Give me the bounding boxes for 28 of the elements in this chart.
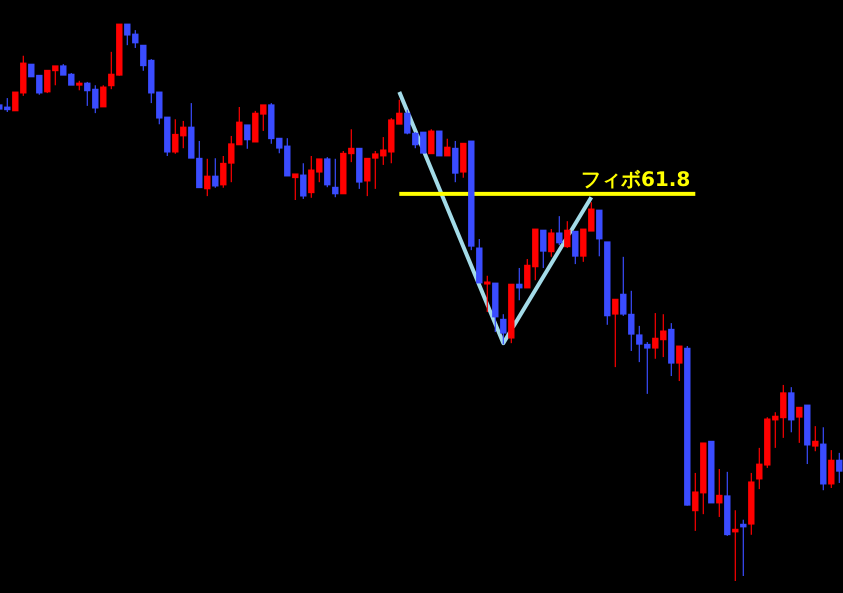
candlestick bbox=[716, 468, 722, 518]
candlestick bbox=[548, 228, 554, 258]
candlestick bbox=[740, 519, 746, 577]
candlestick bbox=[428, 128, 434, 154]
candlestick bbox=[76, 80, 82, 91]
candlestick bbox=[100, 84, 106, 108]
candlestick bbox=[292, 173, 298, 201]
candlestick bbox=[4, 97, 10, 113]
candlestick bbox=[484, 275, 490, 313]
candlestick bbox=[212, 158, 218, 188]
candlestick bbox=[812, 426, 818, 452]
candlestick bbox=[676, 345, 682, 382]
series-label: フィボ61.8 bbox=[580, 166, 690, 191]
candlestick bbox=[204, 158, 210, 197]
candlestick bbox=[300, 162, 306, 200]
candlestick bbox=[516, 267, 522, 301]
candlestick bbox=[556, 216, 562, 246]
candlestick bbox=[796, 406, 802, 444]
candlestick bbox=[612, 298, 618, 368]
candlestick bbox=[732, 510, 738, 582]
candlestick bbox=[332, 158, 338, 198]
candlestick bbox=[500, 314, 506, 345]
candlestick bbox=[444, 138, 450, 157]
candlestick bbox=[540, 229, 546, 269]
candlestick bbox=[564, 220, 570, 249]
candlestick bbox=[836, 452, 842, 484]
candlestick bbox=[244, 124, 250, 150]
candlestick bbox=[828, 450, 834, 489]
